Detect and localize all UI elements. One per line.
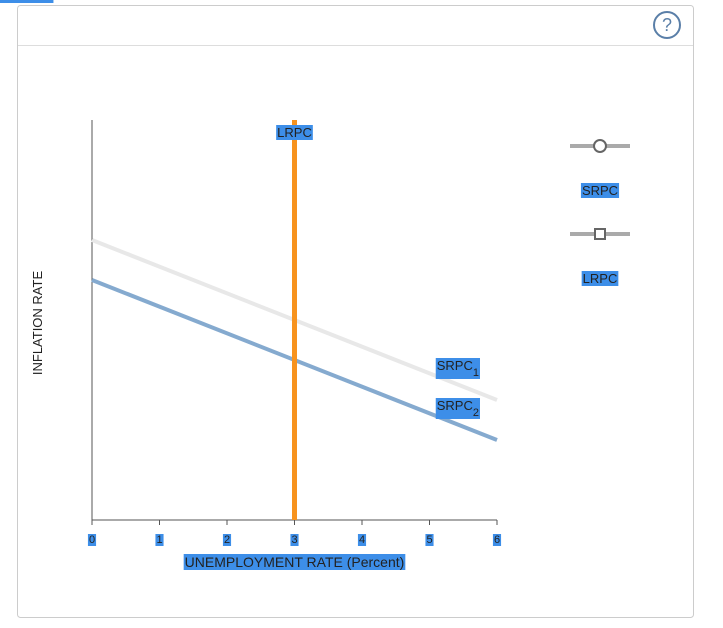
x-tick-label: 4 — [359, 534, 365, 546]
series-name: SRPC — [437, 358, 473, 373]
text-highlight — [276, 125, 313, 140]
series-name: SRPC — [437, 398, 473, 413]
text-highlight — [435, 398, 480, 419]
text-highlight — [87, 534, 97, 546]
text-highlight — [580, 183, 620, 198]
x-tick-label: 0 — [89, 534, 95, 546]
x-tick-label: 5 — [426, 534, 432, 546]
legend-marker — [594, 228, 606, 240]
x-tick-label: 3 — [291, 534, 297, 546]
text-highlight — [222, 534, 232, 546]
series-label: SRPC1 — [437, 358, 479, 379]
help-icon[interactable]: ? — [662, 15, 672, 35]
text-highlight — [290, 534, 299, 546]
series-label: LRPC — [277, 125, 312, 140]
series-label: SRPC2 — [437, 398, 479, 419]
text-highlight — [357, 534, 367, 546]
series-name: LRPC — [277, 125, 312, 140]
text-highlight — [155, 534, 164, 546]
series-subscript: 2 — [473, 407, 479, 419]
x-axis-title: UNEMPLOYMENT RATE (Percent) — [185, 554, 405, 570]
legend-label[interactable]: LRPC — [583, 271, 618, 286]
series-subscript: 1 — [473, 367, 479, 379]
text-highlight — [0, 0, 54, 3]
text-highlight — [425, 534, 434, 546]
legend-marker — [593, 139, 607, 153]
x-tick-label: 1 — [156, 534, 162, 546]
legend-label[interactable]: SRPC — [582, 183, 618, 198]
text-highlight — [435, 358, 480, 379]
help-button[interactable] — [653, 11, 681, 39]
x-tick-label: 6 — [494, 534, 500, 546]
y-axis-title: INFLATION RATE — [30, 271, 45, 376]
x-tick-label: 2 — [224, 534, 230, 546]
text-highlight — [183, 554, 406, 570]
text-highlight — [581, 271, 619, 286]
text-highlight — [492, 534, 502, 546]
panel — [17, 5, 694, 618]
